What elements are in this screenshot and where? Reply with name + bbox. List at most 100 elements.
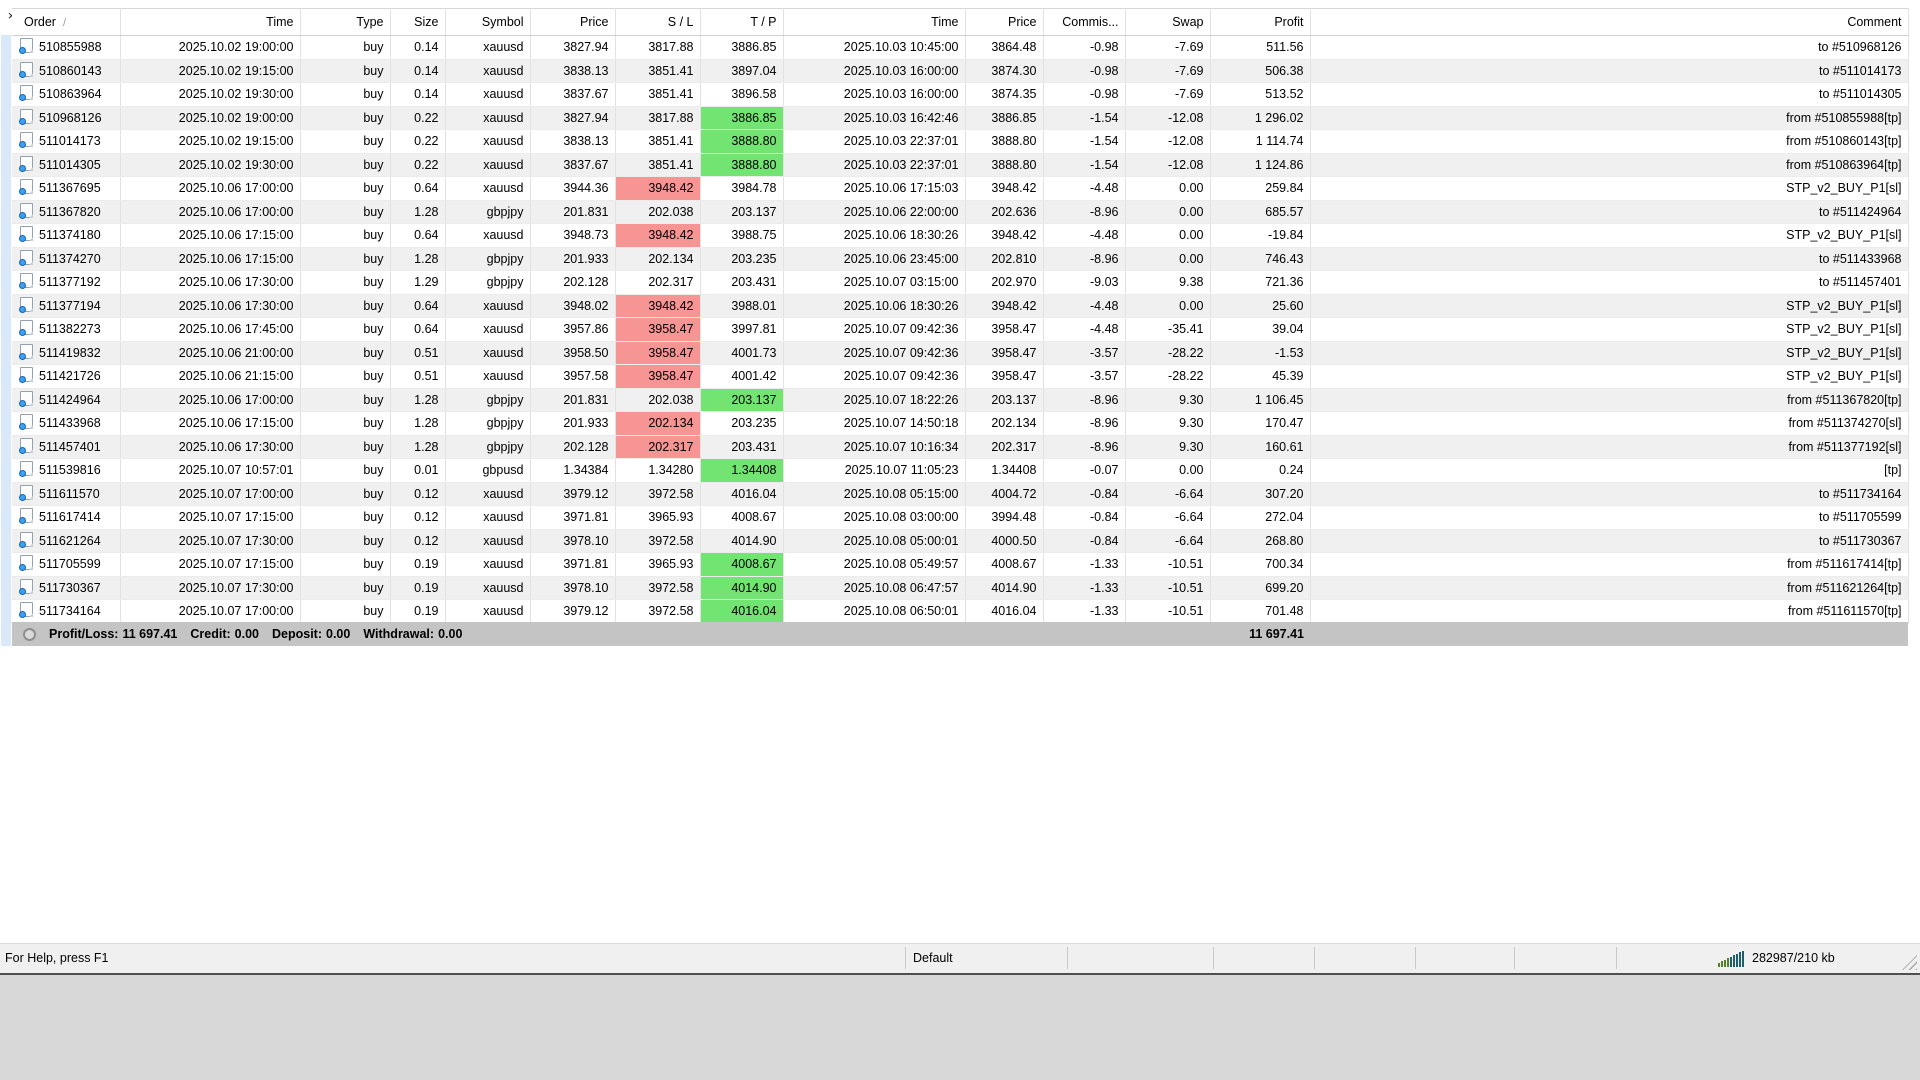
- history-row[interactable]: 511421726 2025.10.06 21:15:00 buy 0.51 xauus…: [12, 364, 1909, 389]
- cell-open_time: 2025.10.06 17:00:00: [120, 200, 301, 224]
- history-row[interactable]: 511367695 2025.10.06 17:00:00 buy 0.64 xauus…: [12, 176, 1909, 201]
- column-header-profit[interactable]: Profit: [1210, 8, 1311, 36]
- cell-type: buy: [300, 411, 391, 436]
- cell-close_time: 2025.10.07 03:15:00: [783, 270, 966, 295]
- history-row[interactable]: 511734164 2025.10.07 17:00:00 buy 0.19 xauus…: [12, 599, 1909, 624]
- history-row[interactable]: 511730367 2025.10.07 17:30:00 buy 0.19 xauus…: [12, 576, 1909, 600]
- cell-comment: to #511730367: [1310, 529, 1909, 553]
- cell-price: 3838.13: [530, 59, 616, 83]
- cell-price: 201.933: [530, 247, 616, 271]
- history-row[interactable]: 511377194 2025.10.06 17:30:00 buy 0.64 xauus…: [12, 294, 1909, 318]
- status-separator: [1213, 947, 1214, 969]
- column-header-price[interactable]: Price: [530, 8, 616, 36]
- order-document-icon: [19, 249, 33, 266]
- order-document-icon: [19, 461, 33, 477]
- status-separator: [1415, 947, 1416, 969]
- column-header-sl[interactable]: S / L: [615, 8, 701, 36]
- summary-row[interactable]: Profit/Loss: 11 697.41 Credit: 0.00 Deposi…: [12, 622, 1908, 646]
- column-header-open-time[interactable]: Time: [120, 8, 301, 36]
- history-row[interactable]: 510968126 2025.10.02 19:00:00 buy 0.22 xauus…: [12, 106, 1909, 130]
- cell-comment: to #511433968: [1310, 247, 1909, 271]
- column-header-swap[interactable]: Swap: [1125, 8, 1211, 36]
- column-header-tp[interactable]: T / P: [700, 8, 784, 36]
- history-row[interactable]: 511377192 2025.10.06 17:30:00 buy 1.29 gbpjp…: [12, 270, 1909, 295]
- history-row[interactable]: 511457401 2025.10.06 17:30:00 buy 1.28 gbpjp…: [12, 435, 1909, 459]
- cell-sl: 202.317: [615, 435, 701, 459]
- cell-commission: -0.07: [1043, 458, 1126, 483]
- status-profile-cell[interactable]: Default: [913, 951, 953, 965]
- cell-close_price: 3864.48: [965, 35, 1044, 60]
- cell-comment: to #511014305: [1310, 82, 1909, 107]
- cell-order: 511014173: [12, 129, 121, 154]
- cell-swap: 0.00: [1125, 223, 1211, 248]
- summary-credit: Credit: 0.00: [190, 627, 259, 641]
- column-header-size[interactable]: Size: [390, 8, 446, 36]
- cell-size: 0.14: [390, 35, 446, 60]
- cell-open_time: 2025.10.06 17:45:00: [120, 317, 301, 342]
- cell-swap: -7.69: [1125, 59, 1211, 83]
- column-header-comment[interactable]: Comment: [1310, 8, 1909, 36]
- cell-comment: STP_v2_BUY_P1[sl]: [1310, 364, 1909, 389]
- cell-sl: 3948.42: [615, 294, 701, 318]
- history-row[interactable]: 511424964 2025.10.06 17:00:00 buy 1.28 gbpjp…: [12, 388, 1909, 412]
- close-panel-button[interactable]: ×: [5, 9, 18, 22]
- history-row[interactable]: 511014305 2025.10.02 19:30:00 buy 0.22 xauus…: [12, 153, 1909, 177]
- cell-profit: 506.38: [1210, 59, 1311, 83]
- cell-size: 0.64: [390, 223, 446, 248]
- column-header-order[interactable]: Order /: [12, 8, 121, 36]
- cell-tp: 3896.58: [700, 82, 784, 107]
- history-row[interactable]: 510860143 2025.10.02 19:15:00 buy 0.14 xauus…: [12, 59, 1909, 83]
- history-row[interactable]: 511617414 2025.10.07 17:15:00 buy 0.12 xauus…: [12, 505, 1909, 530]
- column-header-close-time[interactable]: Time: [783, 8, 966, 36]
- history-row[interactable]: 511367820 2025.10.06 17:00:00 buy 1.28 gbpjp…: [12, 200, 1909, 224]
- history-row[interactable]: 511382273 2025.10.06 17:45:00 buy 0.64 xauus…: [12, 317, 1909, 342]
- cell-close_time: 2025.10.07 10:16:34: [783, 435, 966, 459]
- history-row[interactable]: 511539816 2025.10.07 10:57:01 buy 0.01 gbpus…: [12, 458, 1909, 483]
- history-row[interactable]: 511621264 2025.10.07 17:30:00 buy 0.12 xauus…: [12, 529, 1909, 553]
- column-header-commission[interactable]: Commis...: [1043, 8, 1126, 36]
- history-row[interactable]: 511374270 2025.10.06 17:15:00 buy 1.28 gbpjp…: [12, 247, 1909, 271]
- summary-credit-value: 0.00: [234, 627, 259, 641]
- cell-size: 0.12: [390, 529, 446, 553]
- cell-commission: -4.48: [1043, 223, 1126, 248]
- summary-withdrawal-value: 0.00: [438, 627, 463, 641]
- cell-order: 511374270: [12, 247, 121, 271]
- cell-symbol: xauusd: [445, 364, 531, 389]
- cell-close_time: 2025.10.08 03:00:00: [783, 505, 966, 530]
- summary-profit-loss-label: Profit/Loss:: [49, 627, 119, 641]
- column-header-close-price[interactable]: Price: [965, 8, 1044, 36]
- cell-order: 511424964: [12, 388, 121, 412]
- cell-symbol: xauusd: [445, 59, 531, 83]
- cell-close_price: 4000.50: [965, 529, 1044, 553]
- cell-sl: 3972.58: [615, 482, 701, 506]
- cell-sl: 202.317: [615, 270, 701, 295]
- history-row[interactable]: 511705599 2025.10.07 17:15:00 buy 0.19 xauus…: [12, 552, 1909, 577]
- cell-close_price: 4004.72: [965, 482, 1044, 506]
- cell-close_price: 3958.47: [965, 317, 1044, 342]
- history-row[interactable]: 511419832 2025.10.06 21:00:00 buy 0.51 xauus…: [12, 341, 1909, 365]
- cell-symbol: gbpjpy: [445, 200, 531, 224]
- cell-commission: -0.84: [1043, 529, 1126, 553]
- cell-order: 511377192: [12, 270, 121, 295]
- cell-commission: -4.48: [1043, 176, 1126, 201]
- history-row[interactable]: 511374180 2025.10.06 17:15:00 buy 0.64 xauus…: [12, 223, 1909, 248]
- history-row[interactable]: 510863964 2025.10.02 19:30:00 buy 0.14 xauus…: [12, 82, 1909, 107]
- cell-profit: 1 296.02: [1210, 106, 1311, 130]
- cell-order: 511734164: [12, 599, 121, 624]
- history-row[interactable]: 511014173 2025.10.02 19:15:00 buy 0.22 xauus…: [12, 129, 1909, 154]
- cell-comment: from #510860143[tp]: [1310, 129, 1909, 154]
- cell-open_time: 2025.10.07 17:30:00: [120, 529, 301, 553]
- cell-sl: 202.038: [615, 388, 701, 412]
- column-header-symbol[interactable]: Symbol: [445, 8, 531, 36]
- cell-symbol: xauusd: [445, 576, 531, 600]
- history-row[interactable]: 511611570 2025.10.07 17:00:00 buy 0.12 xauus…: [12, 482, 1909, 506]
- cell-price: 3978.10: [530, 529, 616, 553]
- cell-sl: 3958.47: [615, 364, 701, 389]
- resize-grip[interactable]: [1902, 955, 1917, 970]
- column-header-type[interactable]: Type: [300, 8, 391, 36]
- history-row[interactable]: 511433968 2025.10.06 17:15:00 buy 1.28 gbpjp…: [12, 411, 1909, 436]
- cell-open_time: 2025.10.06 17:30:00: [120, 270, 301, 295]
- history-row[interactable]: 510855988 2025.10.02 19:00:00 buy 0.14 xauus…: [12, 35, 1909, 60]
- cell-type: buy: [300, 482, 391, 506]
- cell-tp: 3984.78: [700, 176, 784, 201]
